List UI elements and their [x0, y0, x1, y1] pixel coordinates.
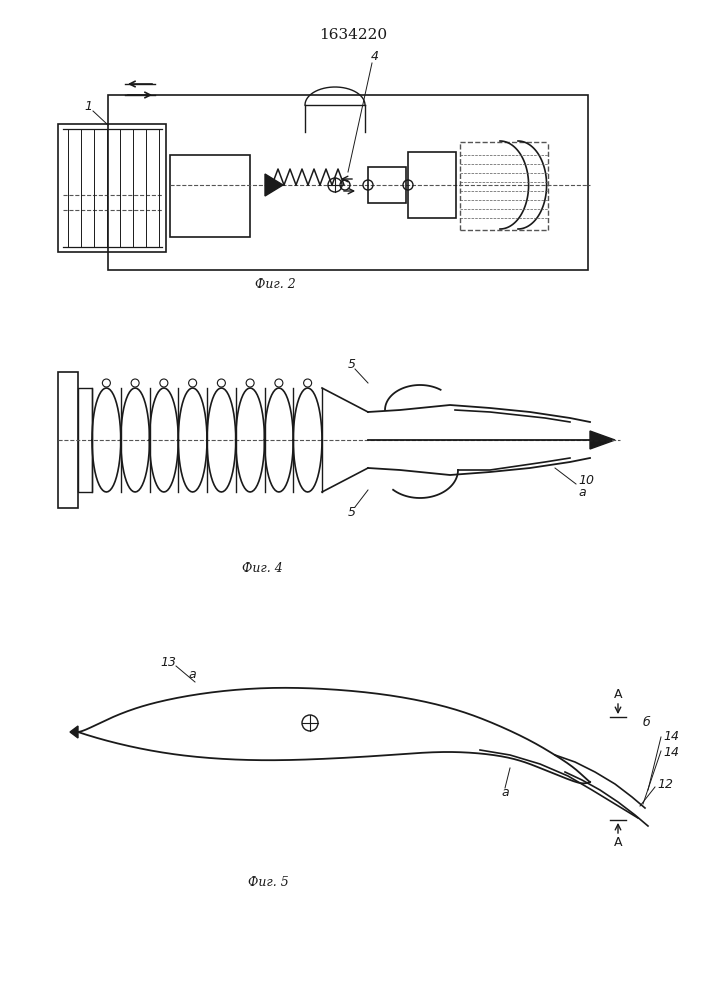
Bar: [408, 152, 456, 218]
Text: 12: 12: [657, 778, 673, 792]
Text: Фиг. 2: Фиг. 2: [255, 278, 296, 292]
Text: б: б: [642, 716, 650, 728]
Text: 13: 13: [160, 656, 176, 668]
Polygon shape: [70, 726, 78, 738]
Bar: [108, 95, 588, 270]
Text: Фиг. 5: Фиг. 5: [247, 876, 288, 888]
Text: 14: 14: [663, 730, 679, 744]
Bar: [170, 155, 250, 237]
Bar: [58, 124, 166, 252]
Text: 1: 1: [84, 101, 92, 113]
Polygon shape: [265, 174, 283, 196]
Polygon shape: [590, 431, 615, 449]
Text: 1634220: 1634220: [319, 28, 387, 42]
Text: A: A: [614, 688, 622, 702]
Bar: [368, 167, 406, 203]
Text: a: a: [501, 786, 509, 800]
Bar: [58, 372, 78, 508]
Text: a: a: [578, 486, 585, 498]
Text: 5: 5: [348, 506, 356, 518]
Text: a: a: [188, 668, 196, 682]
Text: 5: 5: [348, 359, 356, 371]
Text: 4: 4: [371, 50, 379, 64]
Text: 10: 10: [578, 474, 594, 487]
Text: 14: 14: [663, 746, 679, 760]
Text: A: A: [614, 836, 622, 848]
Text: Фиг. 4: Фиг. 4: [242, 562, 282, 574]
Bar: [78, 388, 92, 492]
